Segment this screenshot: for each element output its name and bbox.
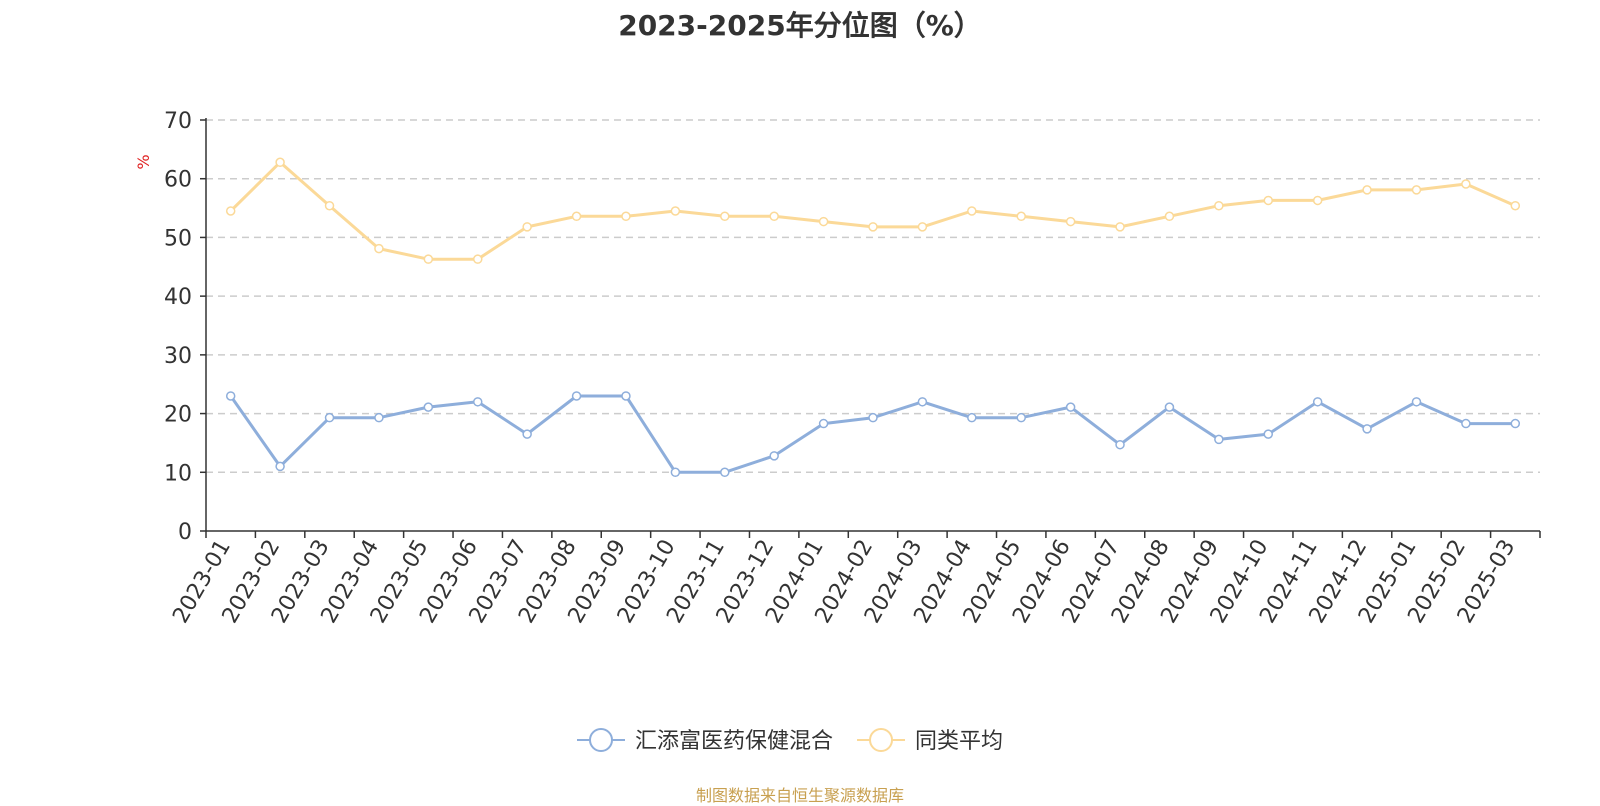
data-point[interactable] (917, 397, 928, 407)
data-point[interactable] (423, 254, 434, 264)
data-point[interactable] (423, 402, 434, 412)
series-lines (225, 157, 1521, 478)
data-point[interactable] (472, 254, 483, 264)
legend[interactable]: 汇添富医药保健混合 同类平均 (577, 728, 1003, 754)
data-point[interactable] (1362, 424, 1372, 434)
data-point[interactable] (967, 206, 977, 216)
axes: 010203040506070%2023-012023-022023-03202… (134, 109, 1541, 628)
legend-label: 汇添富医药保健混合 (635, 729, 833, 754)
data-point[interactable] (769, 451, 779, 461)
data-point[interactable] (225, 391, 236, 401)
data-point[interactable] (1214, 434, 1224, 445)
data-point[interactable] (670, 467, 681, 478)
y-tick-label: 70 (164, 109, 192, 134)
y-axis-label: % (134, 154, 153, 169)
data-point[interactable] (1510, 418, 1521, 429)
data-point[interactable] (374, 412, 384, 423)
data-point[interactable] (1214, 200, 1224, 211)
data-point[interactable] (374, 243, 384, 254)
series-line-1 (229, 160, 1516, 261)
chart-title: 2023-2025年分位图（%） (618, 9, 982, 42)
y-tick-label: 40 (164, 285, 192, 310)
data-point[interactable] (868, 412, 878, 423)
data-point[interactable] (472, 397, 483, 407)
legend-marker (869, 728, 894, 752)
data-point[interactable] (1510, 200, 1521, 211)
y-tick-label: 50 (164, 226, 192, 251)
data-point[interactable] (225, 206, 236, 216)
data-point[interactable] (522, 222, 532, 232)
data-point[interactable] (917, 222, 928, 232)
data-point[interactable] (571, 211, 582, 222)
data-point[interactable] (720, 467, 730, 478)
data-point[interactable] (1312, 397, 1323, 407)
data-point[interactable] (1263, 195, 1274, 206)
y-tick-label: 0 (178, 520, 192, 545)
legend-marker (589, 728, 613, 752)
data-point[interactable] (1164, 402, 1175, 412)
data-point[interactable] (1362, 185, 1372, 195)
legend-label: 同类平均 (915, 729, 1003, 754)
y-tick-label: 30 (164, 344, 192, 369)
y-tick-label: 60 (164, 168, 192, 193)
data-point[interactable] (324, 412, 335, 423)
data-point[interactable] (1411, 185, 1422, 195)
data-point[interactable] (670, 206, 681, 216)
data-point[interactable] (720, 211, 730, 222)
data-point[interactable] (1115, 222, 1125, 232)
data-point[interactable] (868, 222, 878, 232)
data-point[interactable] (1065, 402, 1076, 412)
data-point[interactable] (1312, 195, 1323, 206)
data-point[interactable] (621, 211, 631, 222)
data-point[interactable] (324, 200, 335, 211)
data-point[interactable] (818, 418, 829, 429)
y-tick-label: 20 (164, 403, 192, 428)
data-point[interactable] (571, 391, 582, 401)
legend-item-0[interactable]: 汇添富医药保健混合 (577, 728, 833, 754)
data-point[interactable] (275, 157, 285, 168)
data-point[interactable] (1411, 397, 1422, 407)
data-point[interactable] (1016, 412, 1026, 423)
data-point[interactable] (1016, 211, 1026, 222)
data-point[interactable] (1065, 216, 1076, 227)
legend-item-1[interactable]: 同类平均 (857, 728, 1003, 754)
series-line-0 (229, 394, 1516, 474)
data-point[interactable] (1115, 439, 1125, 450)
data-point[interactable] (522, 429, 532, 439)
y-tick-label: 10 (164, 461, 192, 486)
data-point[interactable] (621, 391, 631, 401)
data-point[interactable] (1263, 429, 1274, 439)
data-point[interactable] (1461, 418, 1471, 429)
source-note: 制图数据来自恒生聚源数据库 (695, 786, 904, 805)
data-point[interactable] (967, 412, 977, 423)
data-point[interactable] (818, 216, 829, 227)
data-point[interactable] (275, 461, 285, 472)
data-point[interactable] (769, 211, 779, 222)
data-point[interactable] (1164, 211, 1175, 222)
data-point[interactable] (1461, 179, 1471, 189)
